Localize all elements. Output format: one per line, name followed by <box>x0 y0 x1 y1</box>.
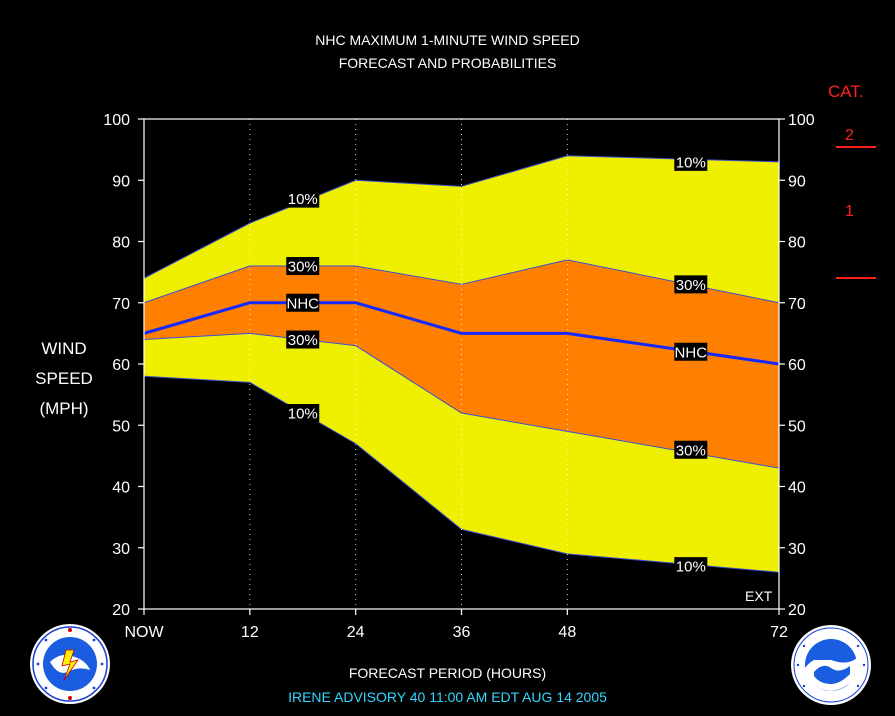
band-label: 30% <box>676 442 706 459</box>
plot-area: 20 20 30 30 40 40 50 50 60 60 70 70 80 80 90 90 100 100 NO… <box>103 112 815 641</box>
band-label: NHC <box>287 295 320 312</box>
series-line-lower-inner <box>143 332 780 469</box>
band-label: NHC <box>675 344 708 361</box>
chart-title-line1: NHC MAXIMUM 1-MINUTE WIND SPEED <box>315 32 580 48</box>
y-tick-label-left: 80 <box>112 235 130 252</box>
band-label: 30% <box>288 259 318 276</box>
band-label: 30% <box>676 277 706 294</box>
band-label-box <box>286 404 320 422</box>
x-tick-label: 24 <box>347 624 365 641</box>
y-tick-label-left: 60 <box>112 357 130 374</box>
series-line-upper-outer <box>143 155 780 279</box>
ext-label: EXT <box>745 588 773 604</box>
band-label: 30% <box>288 332 318 349</box>
band-label-box <box>286 189 320 208</box>
advisory-line: IRENE ADVISORY 40 11:00 AM EDT AUG 14 20… <box>288 689 607 705</box>
y-axis-label-speed: SPEED <box>35 369 93 388</box>
y-tick-label-left: 40 <box>112 480 130 497</box>
noaa-logo <box>791 625 871 705</box>
band-label-box <box>674 440 708 459</box>
x-tick-label: 12 <box>241 624 259 641</box>
y-tick-label-right: 30 <box>788 541 806 558</box>
y-tick-label-right: 20 <box>788 602 806 619</box>
chart-title-line2: FORECAST AND PROBABILITIES <box>338 55 557 71</box>
band-label-box <box>286 293 320 312</box>
x-tick-label: 36 <box>453 624 471 641</box>
y-tick-label-left: 70 <box>112 296 130 313</box>
x-axis-label: FORECAST PERIOD (HOURS) <box>348 665 547 681</box>
series-line-upper-inner <box>143 259 780 304</box>
y-tick-label-right: 70 <box>788 296 806 313</box>
x-tick-label: 48 <box>558 624 576 641</box>
y-tick-label-left: 50 <box>112 418 130 435</box>
category-line-2 <box>836 146 876 148</box>
y-tick-label-left: 30 <box>112 541 130 558</box>
series-line-lower-outer <box>143 375 780 573</box>
y-tick-label-right: 80 <box>788 235 806 252</box>
band-label-box <box>286 257 320 275</box>
series-line-nhc <box>143 301 780 366</box>
category-title: CAT. <box>828 82 864 101</box>
category-label-2: 2 <box>845 127 854 144</box>
y-tick-label-right: 100 <box>788 112 815 129</box>
y-tick-label-right: 90 <box>788 173 806 190</box>
x-tick-label: NOW <box>124 624 164 641</box>
band-label-box <box>674 152 708 171</box>
band-label: 10% <box>676 559 706 576</box>
band-label-box <box>674 275 708 294</box>
y-axis-label-wind: WIND <box>41 339 87 358</box>
y-tick-label-right: 60 <box>788 357 806 374</box>
band-label: 10% <box>676 154 706 171</box>
category-label-1: 1 <box>845 203 854 220</box>
band-label: 10% <box>288 406 318 423</box>
y-tick-label-right: 40 <box>788 480 806 497</box>
y-tick-label-left: 20 <box>112 602 130 619</box>
band-label-box <box>674 342 708 361</box>
y-tick-label-left: 100 <box>103 112 130 129</box>
y-tick-label-left: 90 <box>112 173 130 190</box>
band-label-box <box>674 557 708 576</box>
category-line-1 <box>836 277 876 279</box>
band-label-box <box>286 330 320 349</box>
x-tick-label: 72 <box>770 624 788 641</box>
y-tick-label-right: 50 <box>788 418 806 435</box>
band-label: 10% <box>288 191 318 208</box>
nws-logo <box>30 624 110 704</box>
y-axis-label-unit: (MPH) <box>39 399 89 418</box>
